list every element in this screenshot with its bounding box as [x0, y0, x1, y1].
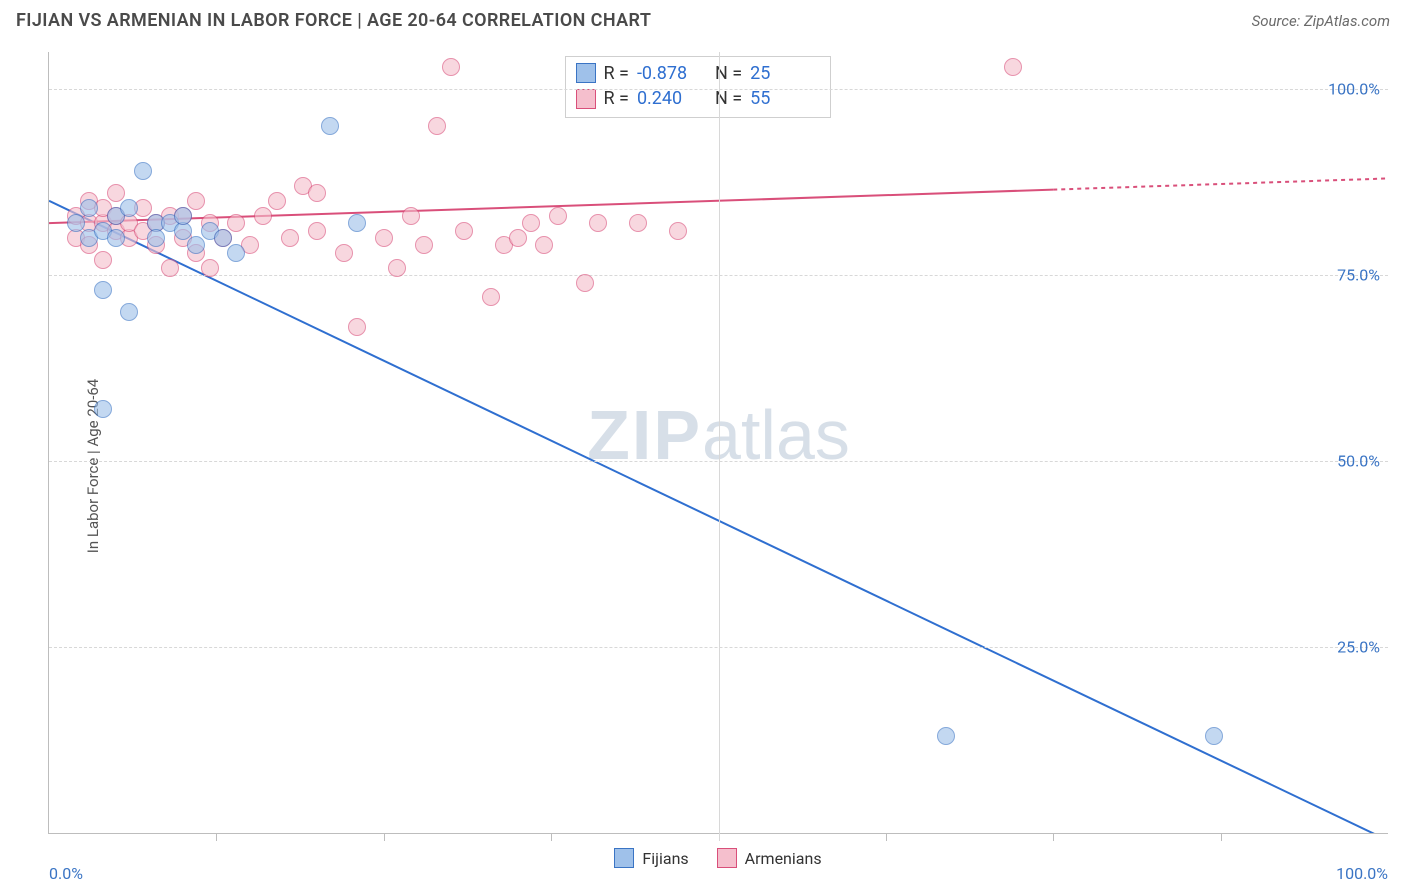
data-point-fijians [120, 199, 138, 217]
legend-swatch-armenians [717, 848, 737, 868]
chart-area: In Labor Force | Age 20-64 ZIPatlas R =-… [0, 40, 1406, 892]
data-point-fijians [94, 400, 112, 418]
data-point-armenians [442, 58, 460, 76]
data-point-armenians [535, 236, 553, 254]
data-point-fijians [94, 281, 112, 299]
data-point-armenians [522, 214, 540, 232]
data-point-armenians [509, 229, 527, 247]
data-point-armenians [375, 229, 393, 247]
data-point-fijians [227, 244, 245, 262]
data-point-armenians [1004, 58, 1022, 76]
x-tick [216, 833, 217, 841]
data-point-armenians [388, 259, 406, 277]
data-point-armenians [549, 207, 567, 225]
legend-row-fijians: R =-0.878N =25 [576, 61, 821, 86]
legend-item-armenians: Armenians [717, 848, 822, 868]
data-point-armenians [589, 214, 607, 232]
data-point-fijians [174, 207, 192, 225]
chart-source: Source: ZipAtlas.com [1252, 12, 1390, 30]
legend-label-fijians: Fijians [642, 849, 688, 868]
data-point-fijians [147, 229, 165, 247]
data-point-armenians [415, 236, 433, 254]
data-point-armenians [308, 184, 326, 202]
data-point-fijians [321, 117, 339, 135]
data-point-armenians [201, 259, 219, 277]
data-point-fijians [134, 162, 152, 180]
correlation-legend: R =-0.878N =25R =0.240N =55 [565, 56, 832, 118]
data-point-armenians [348, 318, 366, 336]
chart-title: FIJIAN VS ARMENIAN IN LABOR FORCE | AGE … [16, 10, 651, 31]
legend-item-fijians: Fijians [614, 848, 688, 868]
data-point-armenians [94, 251, 112, 269]
data-point-fijians [187, 236, 205, 254]
data-point-armenians [629, 214, 647, 232]
data-point-armenians [308, 222, 326, 240]
data-point-armenians [669, 222, 687, 240]
legend-swatch-armenians [576, 89, 596, 109]
legend-label-armenians: Armenians [745, 849, 822, 868]
data-point-armenians [455, 222, 473, 240]
data-point-armenians [482, 288, 500, 306]
x-tick [1053, 833, 1054, 841]
legend-swatch-fijians [614, 848, 634, 868]
data-point-fijians [214, 229, 232, 247]
data-point-fijians [937, 727, 955, 745]
data-point-armenians [281, 229, 299, 247]
x-tick [551, 833, 552, 841]
data-point-fijians [348, 214, 366, 232]
x-tick [886, 833, 887, 841]
data-point-fijians [107, 229, 125, 247]
data-point-armenians [161, 259, 179, 277]
y-tick-label: 75.0% [1337, 266, 1380, 285]
x-tick [1221, 833, 1222, 841]
legend-n-value-fijians: 25 [750, 61, 820, 86]
data-point-fijians [80, 199, 98, 217]
data-point-armenians [402, 207, 420, 225]
data-point-armenians [187, 192, 205, 210]
data-point-fijians [67, 214, 85, 232]
data-point-fijians [120, 303, 138, 321]
plot-region: ZIPatlas R =-0.878N =25R =0.240N =55 25.… [48, 52, 1388, 834]
data-point-armenians [227, 214, 245, 232]
data-point-armenians [254, 207, 272, 225]
legend-swatch-fijians [576, 63, 596, 83]
data-point-armenians [107, 184, 125, 202]
legend-r-label: R = [604, 61, 629, 86]
data-point-armenians [428, 117, 446, 135]
series-legend: Fijians Armenians [48, 848, 1388, 868]
y-tick-label: 25.0% [1337, 638, 1380, 657]
legend-r-value-fijians: -0.878 [637, 61, 707, 86]
y-tick-label: 50.0% [1337, 452, 1380, 471]
data-point-armenians [335, 244, 353, 262]
data-point-armenians [268, 192, 286, 210]
y-tick-label: 100.0% [1328, 80, 1380, 99]
data-point-armenians [576, 274, 594, 292]
x-tick [384, 833, 385, 841]
data-point-fijians [1205, 727, 1223, 745]
gridline-v [719, 52, 720, 841]
